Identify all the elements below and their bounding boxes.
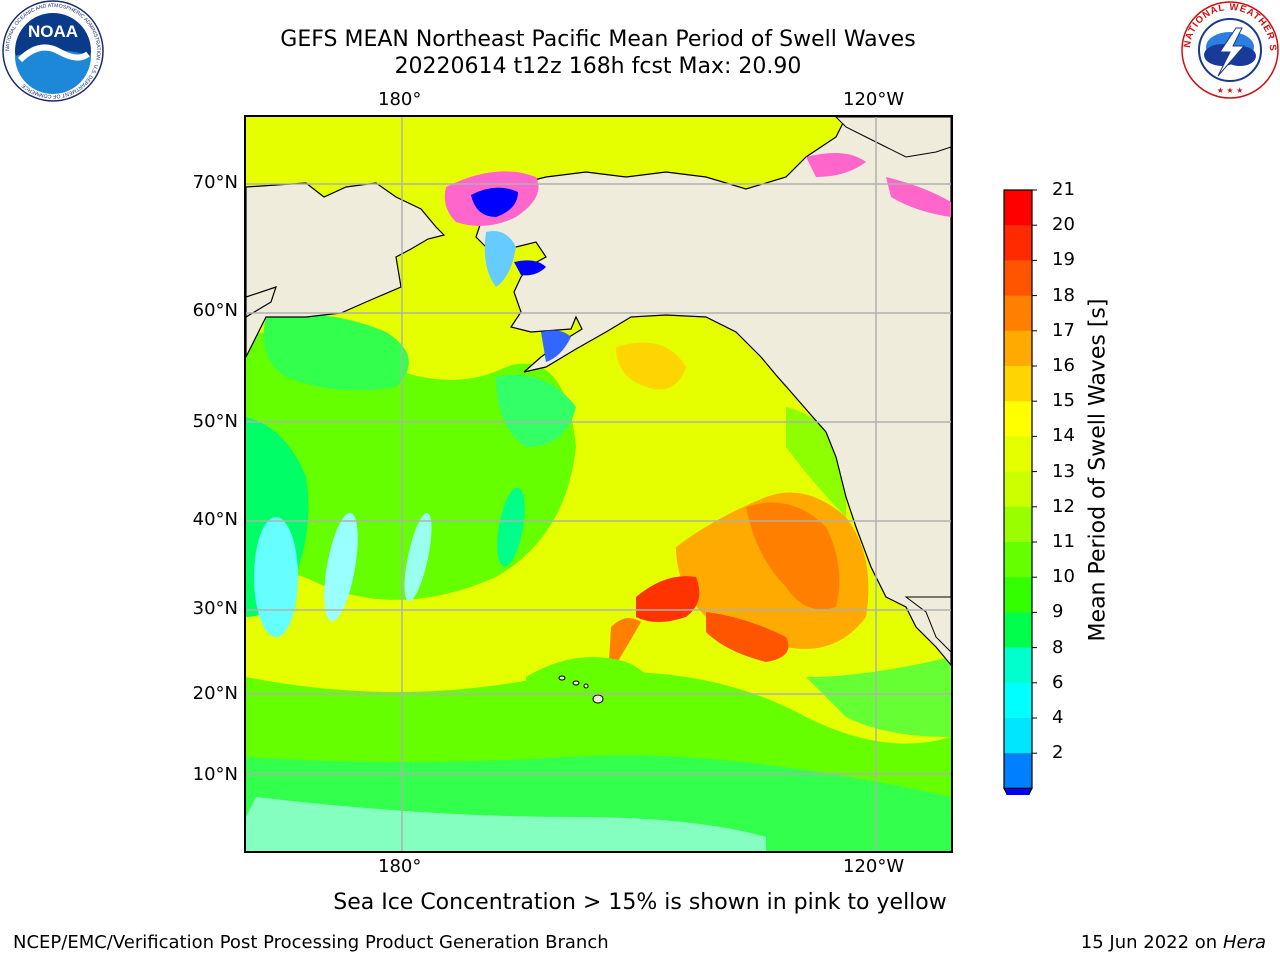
colorbar-tick-label: 2 [1052,742,1064,764]
noaa-logo-text: NOAA [28,22,78,41]
colorbar-segment [1004,577,1032,613]
credit-right: 15 Jun 2022 on Hera [1081,932,1266,953]
colorbar-frame [1003,189,1033,790]
colorbar-segment [1004,647,1032,684]
colorbar-tick-label: 21 [1052,179,1075,200]
colorbar-segment [1004,682,1032,719]
lat-label-20n: 20°N [192,683,238,704]
credit-host: Hera [1222,932,1266,953]
colorbar-tick-label: 16 [1052,355,1075,376]
colorbar-segment [1004,506,1032,543]
colorbar-tick-label: 6 [1052,671,1064,693]
colorbar-segment [1004,542,1032,578]
lat-label-70n: 70°N [192,172,238,193]
svg-text:★ ★ ★: ★ ★ ★ [1217,86,1244,95]
colorbar [1003,189,1037,795]
lon-label-top-120w: 120°W [843,89,905,110]
lat-label-60n: 60°N [192,300,238,321]
land-arctic-islands [835,117,951,158]
colorbar-tick-label: 11 [1052,531,1075,552]
field-green-west-3 [497,487,525,567]
field-green-hawaii [526,657,653,729]
field-green-nw [263,314,409,391]
colorbar-under-triangle [1003,787,1033,795]
colorbar-segment [1004,753,1032,789]
lat-label-40n: 40°N [192,509,238,530]
lat-label-30n: 30°N [192,598,238,619]
field-gold-gulf [616,342,686,390]
field-red-tail [706,612,789,662]
colorbar-label: Mean Period of Swell Waves [s] [1085,298,1111,642]
chart-subtitle: 20220614 t12z 168h fcst Max: 20.90 [394,54,802,79]
lat-label-10n: 10°N [192,764,238,785]
colorbar-tick-label: 4 [1052,707,1064,728]
field-cyan-west-1 [254,517,298,637]
chart-title: GEFS MEAN Northeast Pacific Mean Period … [280,27,916,52]
colorbar-tick-label: 17 [1052,319,1075,341]
colorbar-segment [1004,295,1032,332]
lon-label-bottom-180: 180° [378,856,422,877]
colorbar-tick-label: 14 [1052,425,1075,447]
colorbar-segment [1004,718,1032,754]
colorbar-segment [1004,330,1032,367]
field-orange-core [746,502,840,610]
field-green-central [496,375,576,447]
colorbar-segment [1004,366,1032,402]
colorbar-tick-label: 18 [1052,284,1075,306]
field-cyan-west-2 [324,512,358,622]
land-kamchatka [246,286,277,318]
colorbar-segment [1004,401,1032,437]
colorbar-tick-label: 15 [1052,390,1075,412]
field-green-east [806,657,951,737]
colorbar-segment [1004,436,1032,473]
colorbar-tick-label: 20 [1052,214,1075,236]
colorbar-tick-label: 9 [1052,601,1064,623]
lon-label-bottom-120w: 120°W [843,856,905,877]
sea-ice-footnote: Sea Ice Concentration > 15% is shown in … [0,890,1280,915]
field-cyan-south [246,797,766,851]
field-green-west [246,330,576,600]
nws-logo: NATIONAL WEATHER SERVICE ★ ★ ★ [1180,0,1279,99]
lat-label-50n: 50°N [192,411,238,432]
hawaii-islands [558,675,604,704]
credit-date: 15 Jun 2022 on [1080,932,1218,953]
sea-ice-beaufort [806,153,951,217]
colorbar-segment [1004,190,1032,226]
colorbar-segment [1004,260,1032,297]
colorbar-tick-label: 13 [1052,460,1075,482]
swell-period-map [246,117,951,851]
sea-ice-chukchi [444,171,571,362]
colorbar-segment [1004,471,1032,508]
field-cyan-west-3 [404,512,432,602]
sea-ice-footnote-text: Sea Ice Concentration > 15% is shown in … [333,890,947,915]
colorbar-tick-label: 8 [1052,636,1064,658]
colorbar-segment [1004,612,1032,649]
map-panel [244,115,953,853]
map-gridlines [246,117,951,851]
credit-left: NCEP/EMC/Verification Post Processing Pr… [13,932,609,953]
colorbar-tick-label: 10 [1052,566,1075,588]
colorbar-segment [1004,225,1032,261]
colorbar-tick-label: 12 [1052,495,1075,517]
land-north-america [475,117,951,666]
lon-label-top-180: 180° [378,89,422,110]
colorbar-tick-label: 19 [1052,249,1075,271]
noaa-logo: NOAA NATIONAL OCEANIC AND ATMOSPHERIC AD… [2,0,104,102]
